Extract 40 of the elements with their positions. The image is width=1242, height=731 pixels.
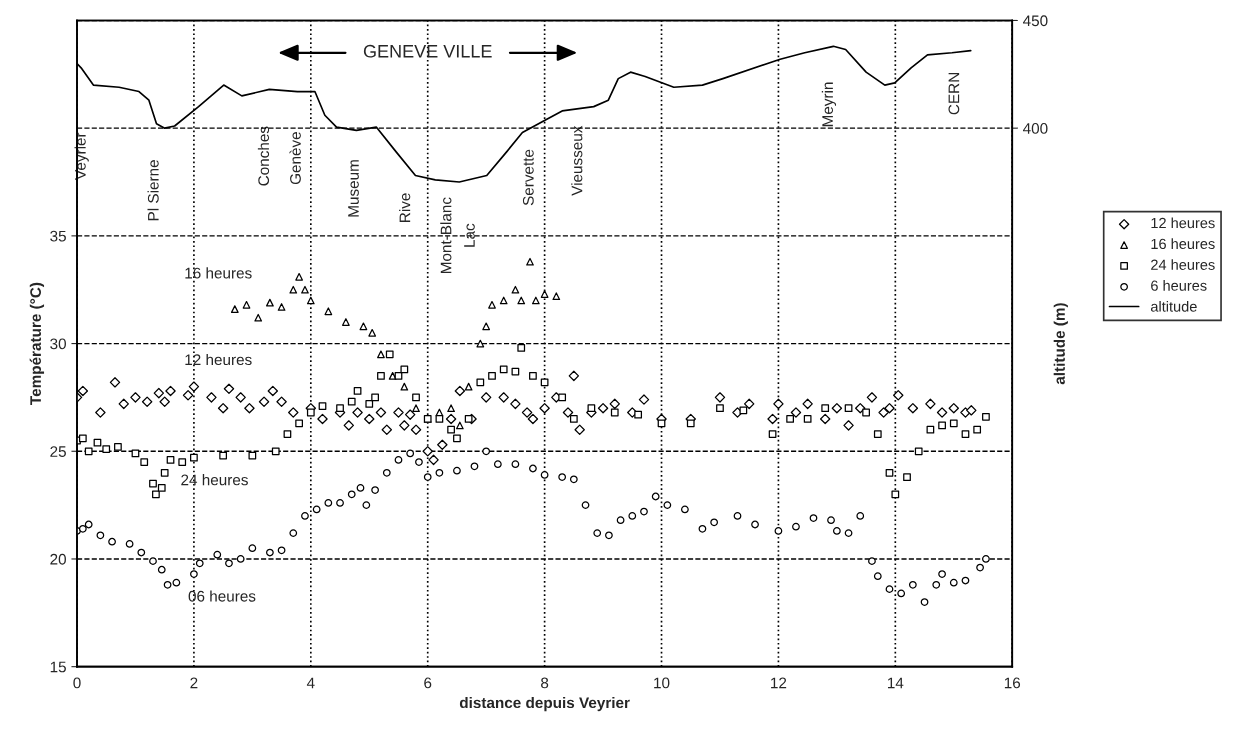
legend-label: 12 heures <box>1151 217 1215 229</box>
annotation: Servette <box>522 149 534 206</box>
legend-label: 16 heures <box>1151 238 1215 250</box>
y2-axis-title: altitude (m) <box>1053 303 1068 385</box>
annotation: Meyrin <box>821 82 837 127</box>
y-tick-label: 35 <box>50 230 66 242</box>
x-tick-label: 6 <box>424 677 432 689</box>
annotation: Museum <box>348 160 359 217</box>
x-tick-label: 14 <box>888 677 904 689</box>
x-tick-label: 12 <box>771 677 787 689</box>
y2-tick-label: 400 <box>1023 123 1048 134</box>
y-tick-label: 30 <box>50 338 66 350</box>
legend-label: 6 heures <box>1151 280 1207 291</box>
x-tick-label: 2 <box>190 677 198 689</box>
annotation: Lac <box>464 223 475 247</box>
x-tick-label: 10 <box>654 677 670 689</box>
annotation: Genève <box>289 132 301 185</box>
legend-label: 24 heures <box>1151 259 1215 270</box>
x-tick-label: 4 <box>306 677 315 689</box>
annotation: 06 heures <box>188 590 256 602</box>
annotation: Vieusseux <box>571 125 583 196</box>
annotation: 12 heures <box>185 353 252 366</box>
x-tick-label: 8 <box>541 677 549 689</box>
x-tick-label: 0 <box>73 677 81 689</box>
legend-label: altitude <box>1150 301 1197 312</box>
x-axis-title: distance depuis Veyrier <box>459 696 630 712</box>
annotation: 16 heures <box>185 267 252 279</box>
annotation: Pl Sierne <box>147 160 159 221</box>
y2-tick-label: 450 <box>1023 15 1048 27</box>
annotation: Mont-Blanc <box>440 197 452 274</box>
y-axis-title: Température (°C) <box>29 282 45 405</box>
annotation: CERN <box>948 73 960 115</box>
annotation: Conches <box>257 126 270 186</box>
annotation: 24 heures <box>181 474 248 486</box>
y-tick-label: 15 <box>50 661 66 673</box>
annotation: Rive <box>399 193 411 222</box>
y-tick-label: 25 <box>50 446 66 457</box>
x-tick-label: 16 <box>1004 677 1021 689</box>
annotation: GENEVE VILLE <box>363 44 492 58</box>
y-tick-label: 20 <box>50 553 66 565</box>
